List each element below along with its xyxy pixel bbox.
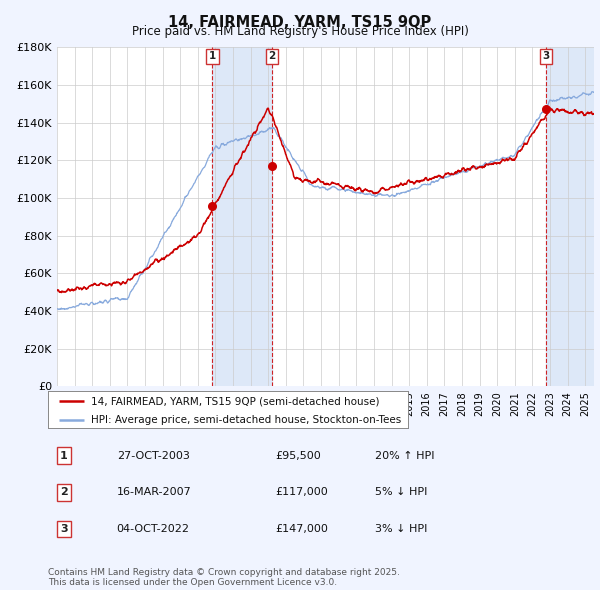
Text: 14, FAIRMEAD, YARM, TS15 9QP (semi-detached house): 14, FAIRMEAD, YARM, TS15 9QP (semi-detac… xyxy=(91,396,380,407)
Text: 3: 3 xyxy=(542,51,550,61)
Text: £147,000: £147,000 xyxy=(275,524,328,534)
Text: £117,000: £117,000 xyxy=(275,487,328,497)
Text: 1: 1 xyxy=(209,51,216,61)
Text: 3: 3 xyxy=(60,524,68,534)
Bar xyxy=(546,47,594,386)
Text: 20% ↑ HPI: 20% ↑ HPI xyxy=(376,451,435,461)
Text: HPI: Average price, semi-detached house, Stockton-on-Tees: HPI: Average price, semi-detached house,… xyxy=(91,415,401,425)
Text: Price paid vs. HM Land Registry's House Price Index (HPI): Price paid vs. HM Land Registry's House … xyxy=(131,25,469,38)
Text: 14, FAIRMEAD, YARM, TS15 9QP: 14, FAIRMEAD, YARM, TS15 9QP xyxy=(169,15,431,30)
Text: 04-OCT-2022: 04-OCT-2022 xyxy=(116,524,190,534)
Text: 27-OCT-2003: 27-OCT-2003 xyxy=(116,451,190,461)
Bar xyxy=(212,47,272,386)
Text: 1: 1 xyxy=(60,451,68,461)
Text: 16-MAR-2007: 16-MAR-2007 xyxy=(116,487,191,497)
Text: 2: 2 xyxy=(60,487,68,497)
Text: Contains HM Land Registry data © Crown copyright and database right 2025.
This d: Contains HM Land Registry data © Crown c… xyxy=(48,568,400,587)
Text: £95,500: £95,500 xyxy=(275,451,321,461)
Text: 3% ↓ HPI: 3% ↓ HPI xyxy=(376,524,428,534)
Text: 2: 2 xyxy=(268,51,275,61)
Text: 5% ↓ HPI: 5% ↓ HPI xyxy=(376,487,428,497)
